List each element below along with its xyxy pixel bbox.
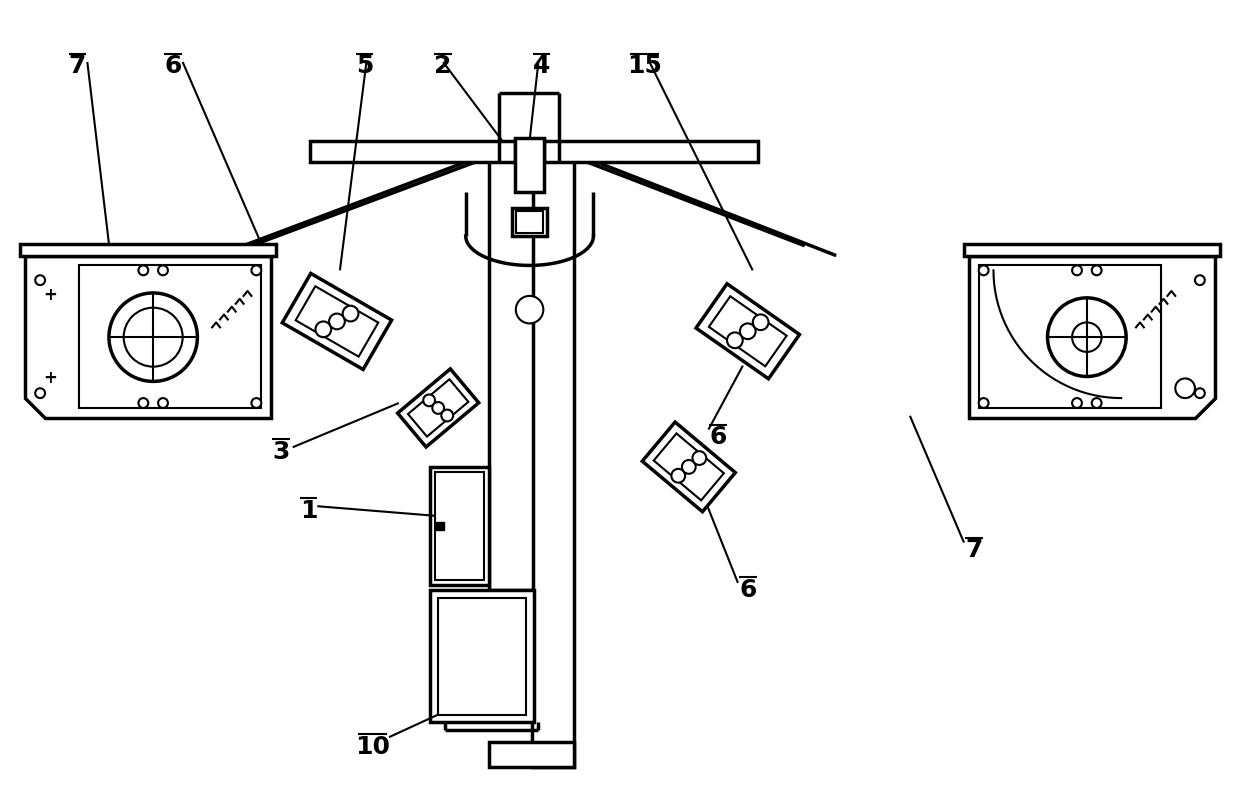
Polygon shape	[968, 255, 1215, 418]
Circle shape	[252, 398, 262, 408]
Text: +: +	[43, 286, 57, 304]
Text: 7: 7	[965, 538, 982, 562]
Polygon shape	[295, 286, 378, 356]
Circle shape	[1091, 265, 1101, 276]
Bar	[963, 244, 1219, 255]
Bar	[490, 742, 574, 767]
Circle shape	[671, 469, 686, 482]
Bar	[438, 598, 526, 714]
Text: 3: 3	[273, 440, 290, 464]
Circle shape	[433, 402, 444, 414]
Circle shape	[978, 398, 988, 408]
Circle shape	[423, 394, 435, 406]
Circle shape	[139, 398, 149, 408]
Bar	[430, 467, 490, 585]
Circle shape	[682, 460, 696, 473]
Text: 4: 4	[533, 54, 551, 78]
Text: 2: 2	[434, 54, 451, 78]
Text: 6: 6	[709, 426, 727, 449]
Circle shape	[1195, 276, 1205, 285]
Polygon shape	[653, 433, 724, 500]
Bar	[512, 208, 547, 236]
Polygon shape	[25, 255, 272, 418]
Bar	[978, 265, 1161, 408]
Circle shape	[1048, 298, 1126, 377]
Circle shape	[139, 265, 149, 276]
Bar	[21, 244, 277, 255]
Circle shape	[441, 410, 453, 422]
Circle shape	[109, 293, 197, 381]
Circle shape	[1073, 398, 1083, 408]
Bar	[435, 472, 485, 580]
Text: 6: 6	[164, 54, 181, 78]
Circle shape	[1073, 265, 1083, 276]
Circle shape	[315, 322, 331, 337]
Polygon shape	[696, 284, 800, 379]
Circle shape	[157, 265, 167, 276]
Circle shape	[978, 265, 988, 276]
Polygon shape	[283, 273, 392, 369]
Polygon shape	[709, 297, 786, 366]
Polygon shape	[408, 379, 469, 436]
Circle shape	[1176, 378, 1195, 398]
Circle shape	[342, 305, 358, 322]
Circle shape	[1195, 389, 1205, 398]
Polygon shape	[642, 422, 735, 511]
Bar	[310, 141, 758, 162]
Text: +: +	[43, 369, 57, 388]
Bar	[79, 265, 262, 408]
Bar	[532, 153, 574, 767]
Text: 6: 6	[739, 578, 756, 602]
Text: 15: 15	[627, 54, 662, 78]
Circle shape	[124, 308, 182, 367]
Text: 10: 10	[355, 735, 389, 759]
Circle shape	[252, 265, 262, 276]
Polygon shape	[398, 369, 479, 447]
Text: 5: 5	[356, 54, 373, 78]
Circle shape	[516, 296, 543, 323]
Circle shape	[329, 314, 345, 330]
Circle shape	[35, 389, 45, 398]
Circle shape	[727, 332, 743, 348]
Bar	[516, 212, 543, 233]
Circle shape	[1073, 322, 1101, 352]
Circle shape	[157, 398, 167, 408]
Text: 1: 1	[300, 499, 317, 523]
Circle shape	[753, 314, 769, 330]
Circle shape	[35, 276, 45, 285]
Bar	[490, 153, 532, 590]
Text: 7: 7	[68, 54, 86, 78]
Circle shape	[692, 451, 707, 465]
Bar	[515, 137, 544, 191]
Bar	[430, 590, 533, 722]
Circle shape	[1091, 398, 1101, 408]
Circle shape	[740, 323, 755, 339]
